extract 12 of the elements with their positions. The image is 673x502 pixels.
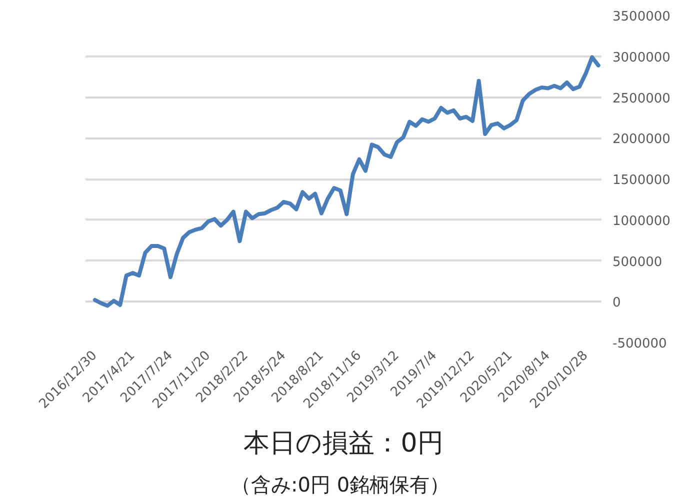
y-tick-label: 1000000 xyxy=(612,214,670,229)
y-tick-label: 3000000 xyxy=(612,50,670,66)
y-tick-label: 1500000 xyxy=(612,173,670,188)
y-tick-label: 0 xyxy=(612,296,621,311)
text: 本日の損益：0円 xyxy=(244,428,444,458)
y-tick-label: 2500000 xyxy=(612,91,670,106)
text: （含み:0円 0銘柄保有） xyxy=(231,472,450,496)
y-tick-label: 3500000 xyxy=(612,10,670,24)
y-tick-label: 2000000 xyxy=(612,132,670,148)
line-series xyxy=(92,55,600,308)
y-tick-label: -500000 xyxy=(612,336,667,352)
y-tick-label: 500000 xyxy=(612,254,662,270)
